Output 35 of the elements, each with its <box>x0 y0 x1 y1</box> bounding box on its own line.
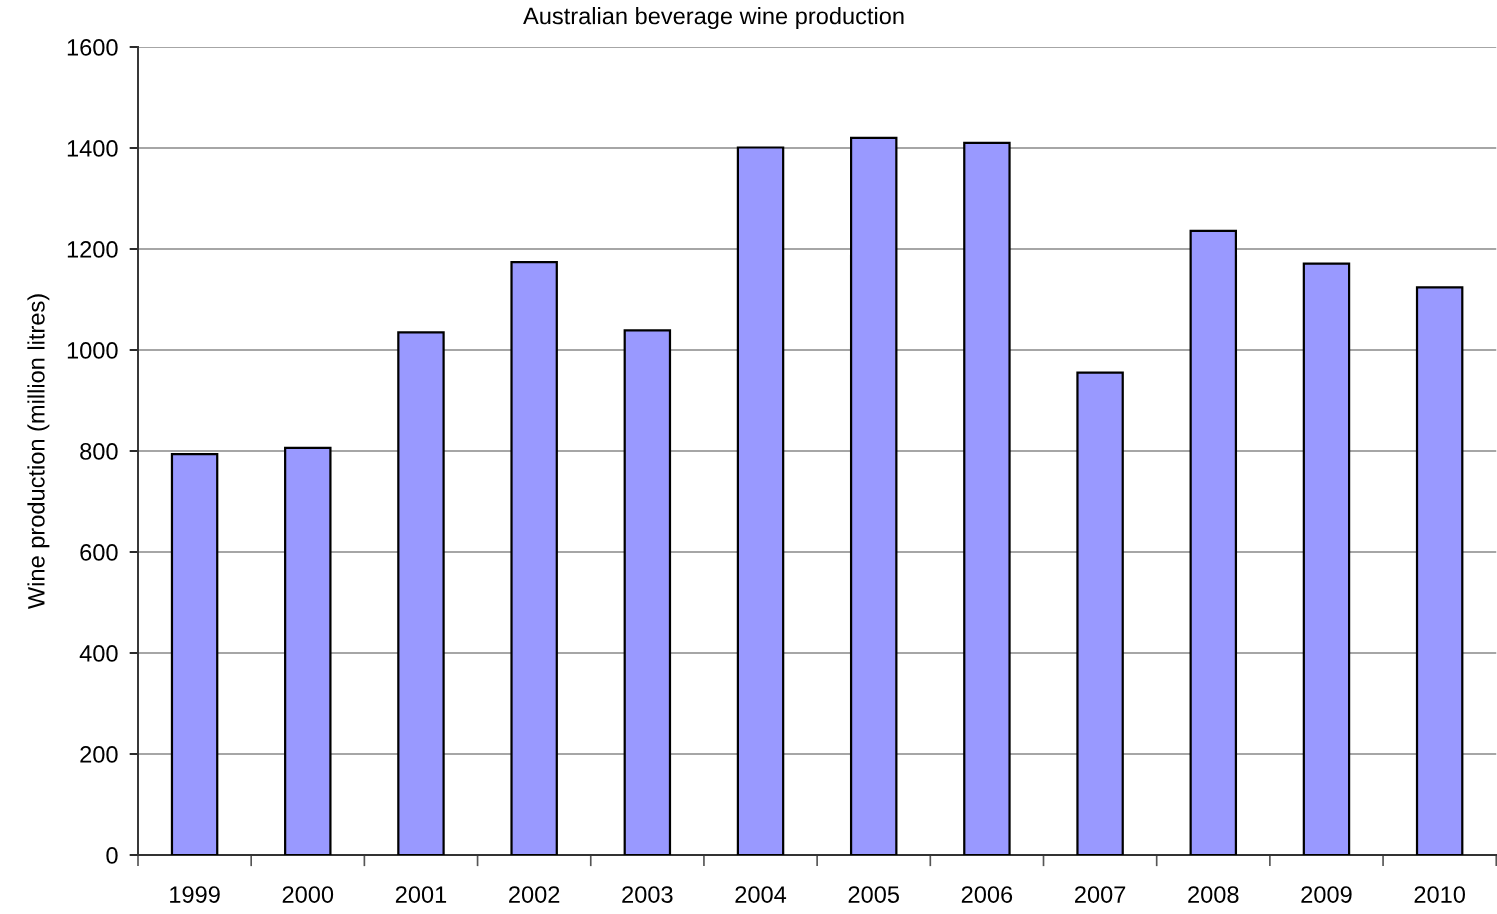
bar <box>736 146 785 855</box>
bar <box>1415 286 1464 855</box>
y-tick-label: 200 <box>80 746 118 763</box>
bar <box>397 331 445 855</box>
bar <box>284 446 332 855</box>
y-tick-label: 400 <box>79 645 118 662</box>
x-tick-label: 2003 <box>622 886 673 903</box>
x-tick-label: 2007 <box>1075 886 1126 903</box>
x-tick-label: 2002 <box>509 886 560 903</box>
y-tick-label: 1000 <box>67 342 118 359</box>
x-tick-label: 2000 <box>282 886 334 903</box>
y-tick-label: 800 <box>80 443 118 460</box>
x-tick-label: 2008 <box>1188 886 1239 903</box>
bar <box>849 136 898 855</box>
y-tick-label: 1400 <box>67 140 118 157</box>
x-tick-label: 2009 <box>1301 886 1352 903</box>
x-tick-label: 2005 <box>848 886 899 903</box>
x-tick-label: 2010 <box>1414 886 1465 903</box>
bar <box>510 261 558 855</box>
bar <box>1076 371 1124 855</box>
x-tick-label: 1999 <box>170 886 220 903</box>
y-tick-label: 1600 <box>67 39 118 56</box>
y-tick-label: 600 <box>80 544 118 561</box>
bar <box>1302 262 1351 855</box>
bar <box>170 452 219 855</box>
chart-title: Australian beverage wine production <box>523 7 904 29</box>
x-tick-label: 2004 <box>735 886 787 903</box>
y-tick-label: 1200 <box>67 241 118 258</box>
x-tick-label: 2006 <box>961 886 1013 903</box>
y-axis-title: Wine production (million litres) <box>27 294 50 609</box>
bar <box>963 141 1011 855</box>
y-tick-label: 0 <box>106 847 118 864</box>
bar <box>623 329 672 855</box>
x-tick-label: 2001 <box>395 886 447 903</box>
bar <box>1189 229 1238 855</box>
